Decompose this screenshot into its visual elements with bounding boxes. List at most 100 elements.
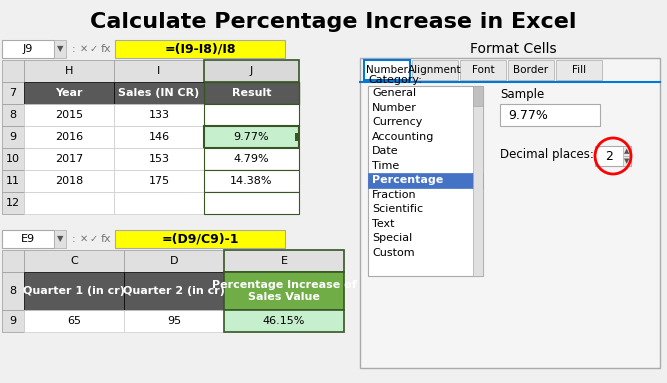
Bar — [412, 60, 458, 80]
Bar — [623, 146, 631, 156]
Bar — [224, 250, 344, 272]
Bar — [224, 310, 344, 332]
Text: fx: fx — [101, 44, 111, 54]
Text: Number: Number — [366, 65, 408, 75]
Text: Border: Border — [514, 65, 548, 75]
Text: Accounting: Accounting — [372, 132, 434, 142]
Text: ▼: ▼ — [57, 44, 63, 54]
Text: 46.15%: 46.15% — [263, 316, 305, 326]
Bar — [2, 60, 24, 82]
Bar — [295, 133, 300, 141]
Text: 14.38%: 14.38% — [230, 176, 273, 186]
Text: ✓: ✓ — [90, 44, 98, 54]
Text: Result: Result — [231, 88, 271, 98]
Bar — [204, 82, 299, 104]
Text: General: General — [372, 88, 416, 98]
Bar — [623, 156, 631, 166]
Text: :: : — [72, 234, 76, 244]
Bar — [114, 148, 204, 170]
Text: 9.77%: 9.77% — [233, 132, 269, 142]
Bar — [24, 310, 124, 332]
Bar — [124, 272, 224, 310]
Bar — [500, 104, 600, 126]
Text: ✕: ✕ — [80, 44, 88, 54]
Text: Sample: Sample — [500, 87, 544, 100]
Bar — [2, 250, 24, 272]
Text: 133: 133 — [149, 110, 169, 120]
Text: =(I9-I8)/I8: =(I9-I8)/I8 — [164, 43, 235, 56]
Text: Font: Font — [472, 65, 494, 75]
Bar — [24, 82, 114, 104]
Text: Custom: Custom — [372, 248, 415, 258]
Text: 8: 8 — [9, 110, 17, 120]
Bar — [508, 60, 554, 80]
Text: 65: 65 — [67, 316, 81, 326]
Text: fx: fx — [101, 234, 111, 244]
Text: 9: 9 — [9, 316, 17, 326]
Bar — [114, 82, 204, 104]
Bar — [2, 82, 24, 104]
Bar — [473, 86, 483, 276]
Text: 2016: 2016 — [55, 132, 83, 142]
Bar — [2, 170, 24, 192]
Text: Decimal places:: Decimal places: — [500, 147, 594, 160]
Text: Special: Special — [372, 233, 412, 243]
Bar — [204, 148, 299, 170]
Bar — [114, 126, 204, 148]
Text: Date: Date — [372, 146, 399, 156]
Bar — [2, 148, 24, 170]
Bar — [204, 126, 299, 148]
Bar — [2, 104, 24, 126]
Bar — [360, 58, 660, 368]
Text: Sales (IN CR): Sales (IN CR) — [118, 88, 199, 98]
Text: Time: Time — [372, 161, 400, 171]
Bar — [204, 170, 299, 192]
Text: 146: 146 — [149, 132, 169, 142]
Text: Quarter 1 (in cr): Quarter 1 (in cr) — [23, 286, 125, 296]
Text: =(D9/C9)-1: =(D9/C9)-1 — [161, 232, 239, 246]
Bar — [114, 104, 204, 126]
Text: Percentage: Percentage — [372, 175, 444, 185]
Bar — [114, 170, 204, 192]
Bar — [204, 60, 299, 82]
Bar — [2, 192, 24, 214]
Text: ✓: ✓ — [90, 234, 98, 244]
Bar — [24, 250, 124, 272]
Text: Number: Number — [372, 103, 417, 113]
Bar — [204, 104, 299, 126]
Bar — [115, 230, 285, 248]
Bar — [368, 173, 483, 188]
Bar — [2, 126, 24, 148]
Text: I: I — [157, 66, 161, 76]
Bar — [204, 192, 299, 214]
Text: 2015: 2015 — [55, 110, 83, 120]
Text: Percentage Increase of
Sales Value: Percentage Increase of Sales Value — [211, 280, 356, 302]
Text: ✕: ✕ — [80, 234, 88, 244]
Text: 10: 10 — [6, 154, 20, 164]
Bar — [364, 60, 410, 80]
Bar — [224, 272, 344, 310]
Text: 9.77%: 9.77% — [508, 108, 548, 121]
Text: ▲: ▲ — [624, 148, 630, 154]
Text: 9: 9 — [9, 132, 17, 142]
Text: 153: 153 — [149, 154, 169, 164]
Text: D: D — [169, 256, 178, 266]
Bar — [2, 272, 24, 310]
Text: ▼: ▼ — [57, 234, 63, 244]
Bar — [2, 230, 54, 248]
Text: 7: 7 — [9, 88, 17, 98]
Text: 175: 175 — [149, 176, 169, 186]
Text: E: E — [281, 256, 287, 266]
Bar — [24, 170, 114, 192]
Text: Calculate Percentage Increase in Excel: Calculate Percentage Increase in Excel — [90, 12, 576, 32]
Bar — [556, 60, 602, 80]
Text: J: J — [250, 66, 253, 76]
Text: 11: 11 — [6, 176, 20, 186]
Text: J9: J9 — [23, 44, 33, 54]
Text: 12: 12 — [6, 198, 20, 208]
Text: 8: 8 — [9, 286, 17, 296]
Text: 95: 95 — [167, 316, 181, 326]
Text: Category:: Category: — [368, 75, 422, 85]
Text: Format Cells: Format Cells — [470, 42, 557, 56]
Bar — [368, 86, 483, 276]
